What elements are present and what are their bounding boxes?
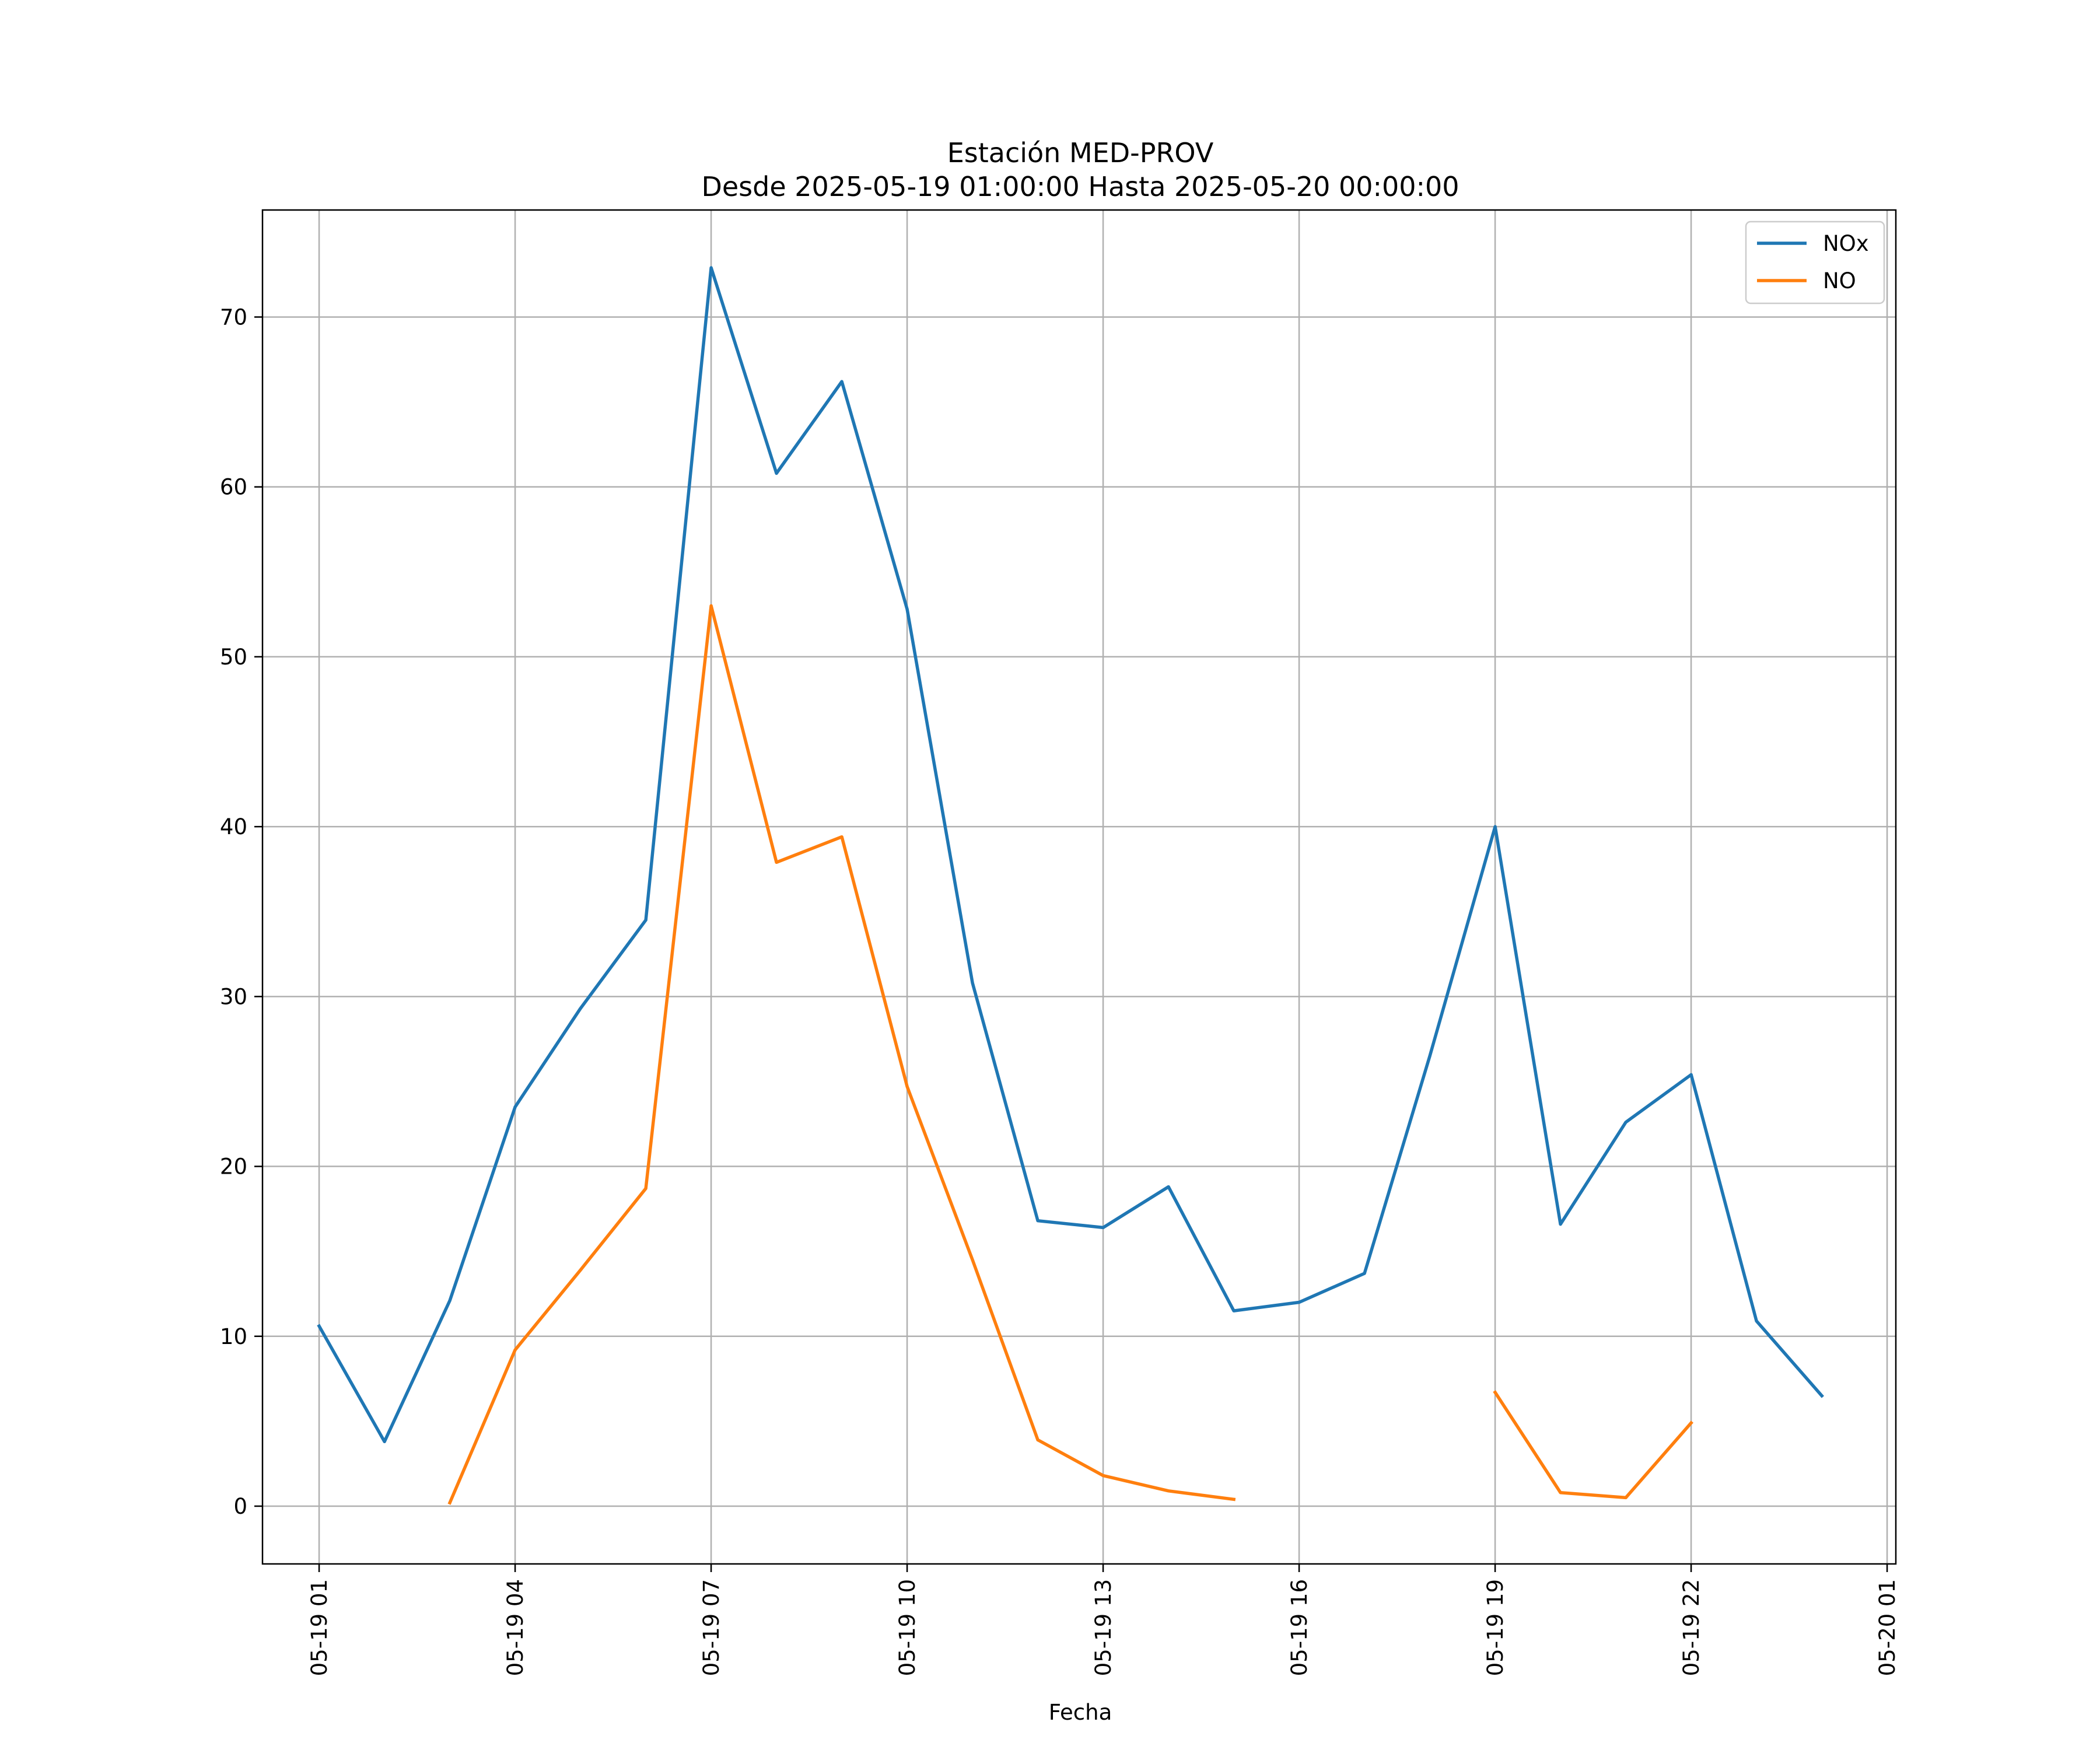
x-tick-label: 05-19 22 <box>1679 1579 1704 1676</box>
y-tick-label: 50 <box>220 645 247 670</box>
plot-area: 05-19 01 05-19 04 05-19 07 05-19 10 05-19 13… <box>220 209 1900 1676</box>
grid <box>262 210 1896 1564</box>
x-tick-label: 05-19 04 <box>503 1579 528 1676</box>
y-tick-label: 20 <box>220 1154 247 1180</box>
legend-label-no: NO <box>1823 268 1856 293</box>
series-layer <box>317 266 1824 1505</box>
ticks: 05-19 01 05-19 04 05-19 07 05-19 10 05-19 13… <box>220 304 1900 1676</box>
x-tick-label: 05-19 19 <box>1483 1579 1508 1676</box>
x-tick-label: 05-19 01 <box>307 1579 332 1676</box>
y-tick-label: 30 <box>220 984 247 1009</box>
series-line-nox <box>317 266 1824 1444</box>
x-tick-label: 05-19 16 <box>1287 1579 1312 1676</box>
chart-title: Estación MED-PROV <box>947 137 1214 169</box>
y-tick-label: 40 <box>220 814 247 839</box>
chart-subtitle: Desde 2025-05-19 01:00:00 Hasta 2025-05-… <box>701 171 1459 202</box>
x-tick-label: 05-19 07 <box>699 1579 724 1676</box>
series-line-no <box>447 604 1693 1505</box>
x-axis-label: Fecha <box>1049 1700 1112 1725</box>
x-tick-label: 05-20 01 <box>1875 1579 1900 1676</box>
x-tick-label: 05-19 10 <box>895 1579 920 1676</box>
legend-label-nox: NOx <box>1823 231 1869 256</box>
y-tick-label: 70 <box>220 304 247 330</box>
x-tick-label: 05-19 13 <box>1091 1579 1116 1676</box>
y-tick-label: 60 <box>220 475 247 500</box>
y-tick-label: 10 <box>220 1324 247 1349</box>
legend: NOx NO <box>1745 220 1885 304</box>
y-tick-label: 0 <box>233 1494 247 1519</box>
plot-frame <box>261 209 1897 1565</box>
